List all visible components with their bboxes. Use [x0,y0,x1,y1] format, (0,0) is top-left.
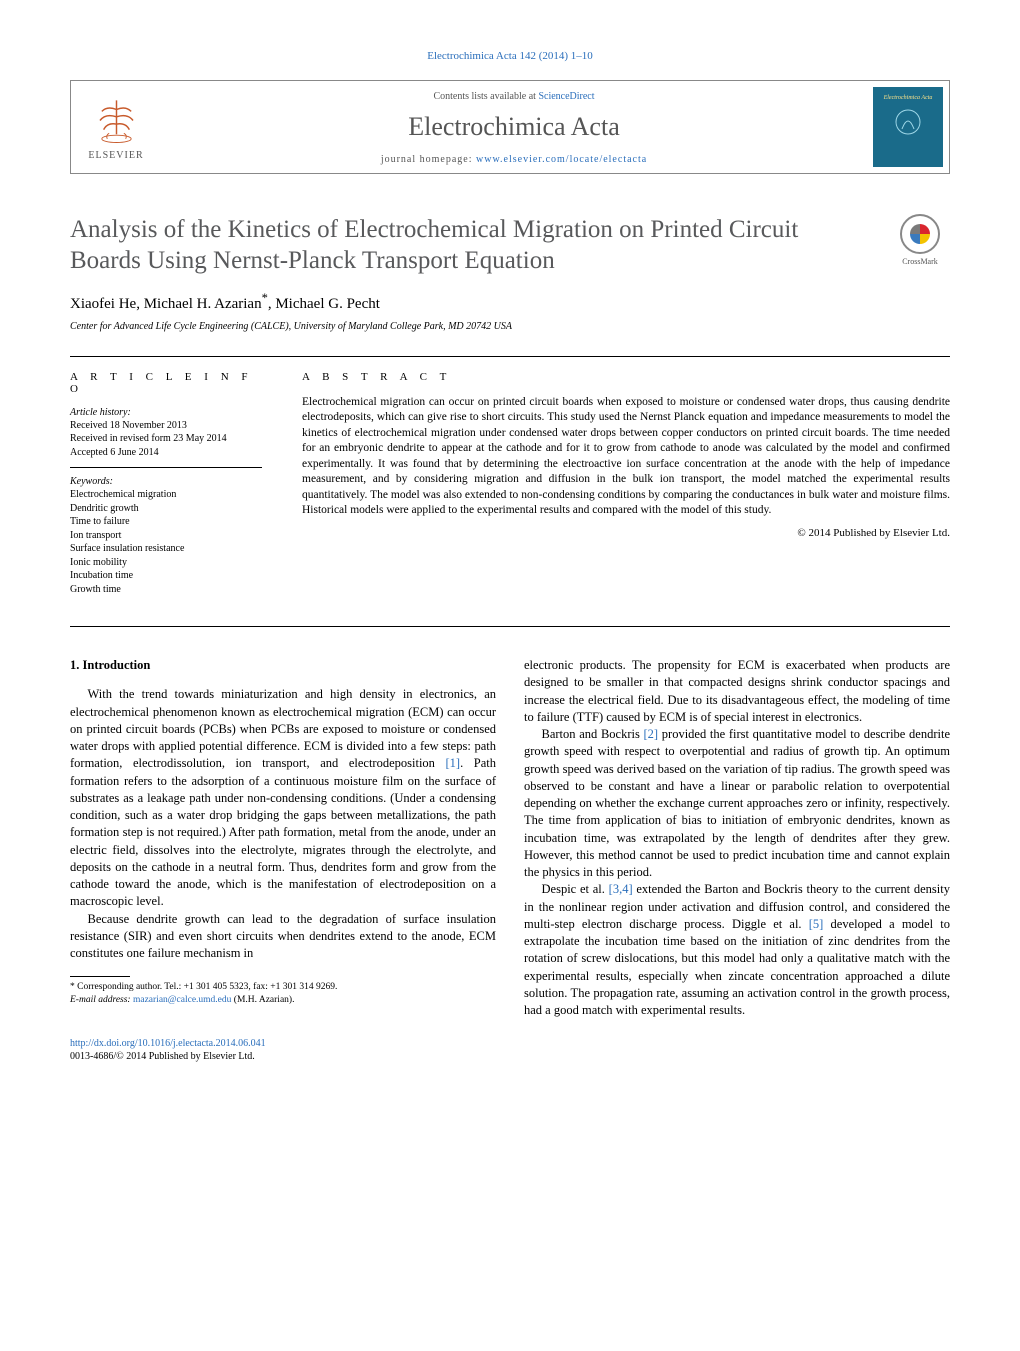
section-heading: 1. Introduction [70,657,496,674]
abstract-text: Electrochemical migration can occur on p… [302,395,950,519]
ise-logo-icon [893,107,923,137]
cover-thumb-title: Electrochimica Acta [884,95,933,101]
body-text: provided the first quantitative model to… [524,727,950,879]
corresponding-author-footnote: * Corresponding author. Tel.: +1 301 405… [70,981,496,993]
abstract-panel: a b s t r a c t Electrochemical migratio… [280,357,950,627]
article-history-label: Article history: [70,407,262,418]
keywords-label: Keywords: [70,476,262,487]
email-link[interactable]: mazarian@calce.umd.edu [133,995,231,1005]
running-header: Electrochimica Acta 142 (2014) 1–10 [70,50,950,62]
body-text: Barton and Bockris [542,727,644,741]
footnote-separator [70,976,130,977]
keyword: Time to failure [70,515,262,529]
ref-link[interactable]: [1] [445,756,460,770]
ref-link[interactable]: [3,4] [609,882,633,896]
crossmark-label: CrossMark [890,257,950,266]
body-paragraph: Because dendrite growth can lead to the … [70,911,496,963]
body-text: . Path formation refers to the adsorptio… [70,756,496,908]
abstract-copyright: © 2014 Published by Elsevier Ltd. [302,527,950,539]
homepage-prefix: journal homepage: [381,154,476,165]
keyword: Dendritic growth [70,502,262,516]
history-line: Received 18 November 2013 [70,419,262,433]
keyword: Ion transport [70,529,262,543]
page-footer: http://dx.doi.org/10.1016/j.electacta.20… [70,1037,950,1063]
body-paragraph: Barton and Bockris [2] provided the firs… [524,726,950,881]
homepage-link[interactable]: www.elsevier.com/locate/electacta [476,154,647,165]
authors: Xiaofei He, Michael H. Azarian*, Michael… [70,291,950,313]
ref-link[interactable]: [5] [809,917,824,931]
email-footnote: E-mail address: mazarian@calce.umd.edu (… [70,994,496,1006]
doi-link[interactable]: http://dx.doi.org/10.1016/j.electacta.20… [70,1038,266,1049]
body-text: With the trend towards miniaturization a… [70,687,496,770]
body-paragraph: With the trend towards miniaturization a… [70,686,496,910]
history-line: Accepted 6 June 2014 [70,446,262,460]
contents-available-line: Contents lists available at ScienceDirec… [171,91,857,102]
keyword: Surface insulation resistance [70,542,262,556]
body-paragraph: electronic products. The propensity for … [524,657,950,726]
body-columns: 1. Introduction With the trend towards m… [70,657,950,1019]
keyword: Ionic mobility [70,556,262,570]
abstract-heading: a b s t r a c t [302,371,950,383]
email-label: E-mail address: [70,995,131,1005]
article-info-heading: a r t i c l e i n f o [70,371,262,395]
keyword: Electrochemical migration [70,488,262,502]
journal-cover-thumbnail: Electrochimica Acta [873,87,943,167]
journal-homepage-line: journal homepage: www.elsevier.com/locat… [171,154,857,165]
keyword: Growth time [70,583,262,597]
body-text: Despic et al. [542,882,609,896]
crossmark-icon [907,221,933,247]
journal-header-box: ELSEVIER Contents lists available at Sci… [70,80,950,174]
affiliation: Center for Advanced Life Cycle Engineeri… [70,321,950,332]
history-line: Received in revised form 23 May 2014 [70,432,262,446]
keyword: Incubation time [70,569,262,583]
elsevier-tree-icon [89,93,144,148]
email-attrib: (M.H. Azarian). [234,995,295,1005]
journal-name: Electrochimica Acta [171,112,857,142]
issn-copyright: 0013-4686/© 2014 Published by Elsevier L… [70,1051,255,1062]
sciencedirect-link[interactable]: ScienceDirect [538,91,594,102]
body-paragraph: Despic et al. [3,4] extended the Barton … [524,881,950,1019]
article-title: Analysis of the Kinetics of Electrochemi… [70,214,890,277]
elsevier-label: ELSEVIER [88,150,143,161]
elsevier-logo: ELSEVIER [71,81,161,173]
contents-prefix: Contents lists available at [433,91,538,102]
body-text: developed a model to extrapolate the inc… [524,917,950,1017]
ref-link[interactable]: [2] [644,727,659,741]
crossmark-badge[interactable]: CrossMark [890,214,950,266]
article-info-panel: a r t i c l e i n f o Article history: R… [70,357,280,627]
